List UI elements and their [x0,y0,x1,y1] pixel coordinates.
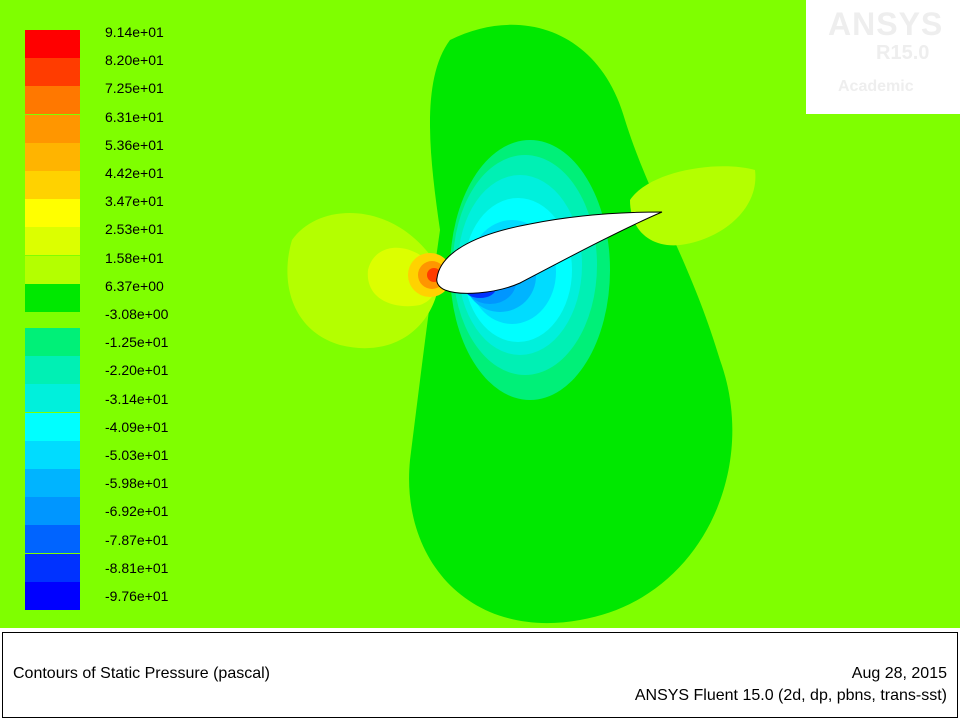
legend-tick-label: -9.76e+01 [105,588,169,604]
plot-date: Aug 28, 2015 [851,665,947,682]
plot-title-bar: Contours of Static Pressure (pascal) Aug… [2,632,958,718]
legend-tick-label: 1.58e+01 [105,249,164,266]
airfoil-shape [436,211,663,294]
legend-swatch [25,255,80,284]
legend-swatch [25,497,80,526]
color-legend: 9.14e+01 8.20e+01 7.25e+01 6.31e+01 5.36e+01… [25,24,225,610]
legend-swatch [25,384,80,413]
legend-swatch [25,581,80,610]
legend-tick-label: -1.25e+01 [105,334,169,351]
legend-tick-label: -3.08e+00 [105,306,169,322]
legend-tick-label: -8.81e+01 [105,559,169,576]
legend-swatch [25,469,80,497]
legend-tick-label: -7.87e+01 [105,531,169,548]
legend-tick-label: 5.36e+01 [105,136,164,153]
legend-tick-label: 3.47e+01 [105,193,164,210]
legend-tick-label: 7.25e+01 [105,80,164,97]
contour-band-left-lobe [287,212,440,349]
legend-swatch [25,114,80,143]
legend-swatch [25,440,80,469]
legend-tick-label: -5.98e+01 [105,475,169,492]
legend-swatch [25,525,80,554]
pressure-contour-plot [287,24,756,624]
legend-swatch [25,356,80,385]
legend-swatch [25,30,80,58]
legend-swatch [25,171,80,199]
ansys-logo: ANSYS R15.0 Academic [806,0,960,114]
logo-brand: ANSYS [828,6,944,42]
legend-tick-label: 8.20e+01 [105,52,164,69]
legend-swatch [25,412,80,441]
legend-swatch [25,86,80,115]
contour-band-trailing-lobe [630,166,756,246]
plot-title: Contours of Static Pressure (pascal) [13,665,270,682]
solver-info: ANSYS Fluent 15.0 (2d, dp, pbns, trans-s… [634,687,947,704]
legend-swatch [25,227,80,256]
legend-swatch [25,283,80,312]
legend-tick-label: 4.42e+01 [105,165,164,181]
logo-version: R15.0 [876,42,930,64]
legend-tick-label: 9.14e+01 [105,24,164,40]
graphics-viewport[interactable]: 9.14e+01 8.20e+01 7.25e+01 6.31e+01 5.36e+01… [0,0,960,628]
legend-swatch [25,58,80,87]
legend-tick-label: 6.37e+00 [105,277,164,294]
legend-tick-label: -5.03e+01 [105,447,169,463]
legend-tick-label: -4.09e+01 [105,418,169,435]
legend-swatch [25,142,80,171]
logo-edition: Academic [838,78,914,95]
legend-tick-label: -6.92e+01 [105,503,169,520]
legend-tick-label: -3.14e+01 [105,390,169,407]
legend-swatch [25,199,80,228]
legend-tick-label: 6.31e+01 [105,108,164,125]
legend-tick-label: -2.20e+01 [105,362,169,379]
legend-swatch [25,553,80,582]
legend-tick-label: 2.53e+01 [105,221,164,238]
legend-swatch [25,328,80,356]
